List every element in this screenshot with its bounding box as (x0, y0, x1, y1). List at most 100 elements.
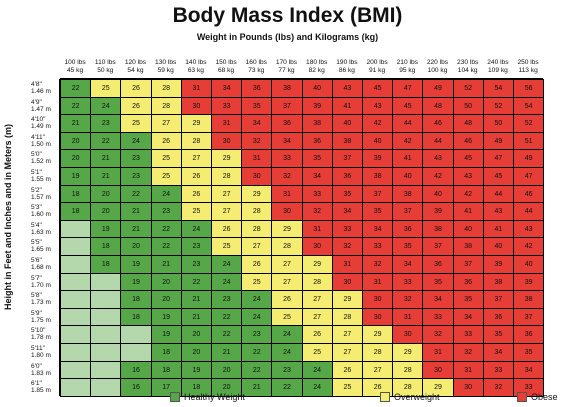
bmi-cell: 32 (271, 167, 303, 186)
bmi-cell: 33 (452, 325, 484, 344)
bmi-cell: 33 (422, 307, 454, 327)
bmi-cell: 38 (422, 219, 454, 239)
row-header-ft: 4'10" (31, 116, 46, 124)
row-header-ft: 4'9" (31, 98, 42, 106)
column-header-lbs: 150 lbs (215, 59, 237, 66)
column-header-lbs: 130 lbs (155, 59, 177, 66)
column-header-kg: 63 kg (187, 67, 204, 74)
bmi-cell (120, 343, 152, 362)
bmi-cell: 23 (120, 167, 152, 186)
row-header-m: 1.55 m (31, 176, 51, 183)
bmi-cell: 40 (482, 237, 514, 256)
column-header-lbs: 230 lbs (457, 59, 479, 66)
bmi-cell: 18 (150, 343, 182, 362)
row-header-ft: 5'11" (31, 345, 45, 352)
bmi-cell: 36 (482, 307, 514, 327)
row-header: 4'9" 1.47 m (28, 96, 60, 115)
column-header-kg: 82 kg (308, 67, 325, 74)
bmi-cell: 21 (180, 290, 212, 309)
bmi-cell: 22 (180, 272, 212, 292)
bmi-cell: 33 (362, 237, 394, 256)
row-header-ft: 5'7" (31, 274, 42, 282)
bmi-cell: 37 (392, 202, 424, 221)
column-header-kg: 113 kg (518, 67, 538, 74)
bmi-cell: 35 (241, 96, 273, 116)
bmi-cell: 28 (241, 202, 273, 221)
bmi-cell: 27 (241, 237, 273, 256)
bmi-cell: 30 (422, 360, 454, 380)
row-header-ft: 5'2" (31, 186, 42, 194)
bmi-cell: 20 (60, 131, 92, 151)
legend-obese: Obese (517, 392, 558, 402)
bmi-cell: 27 (301, 307, 333, 327)
bmi-cell: 31 (392, 307, 424, 327)
bmi-cell: 30 (392, 325, 424, 344)
bmi-cell: 39 (301, 96, 333, 116)
column-header: 170 lbs 77 kg (271, 56, 302, 79)
bmi-cell: 25 (211, 237, 243, 256)
bmi-cell: 36 (331, 167, 363, 186)
column-header-lbs: 220 lbs (426, 59, 449, 66)
bmi-cell: 29 (331, 290, 363, 309)
bmi-cell (60, 219, 92, 239)
bmi-cell: 29 (301, 255, 333, 274)
legend-overweight: Overweight (380, 392, 440, 402)
bmi-cell: 36 (452, 272, 484, 292)
bmi-cell: 38 (392, 184, 424, 204)
bmi-cell: 34 (301, 167, 333, 186)
bmi-cell: 27 (362, 360, 394, 380)
bmi-cell: 41 (482, 219, 514, 239)
bmi-cell: 27 (180, 149, 212, 168)
bmi-cell: 31 (452, 360, 484, 380)
row-header-ft: 5'4" (31, 221, 42, 229)
bmi-cell: 43 (331, 79, 363, 98)
column-header-kg: 59 kg (157, 67, 174, 74)
bmi-cell: 45 (452, 149, 484, 168)
bmi-cell: 35 (422, 272, 454, 292)
bmi-cell: 20 (60, 149, 92, 168)
bmi-cell: 23 (120, 149, 152, 168)
bmi-cell: 35 (392, 237, 424, 256)
bmi-cell: 41 (392, 149, 424, 168)
bmi-cell: 33 (301, 184, 333, 204)
bmi-cell: 42 (392, 131, 424, 151)
bmi-cell: 20 (180, 325, 212, 344)
bmi-cell: 44 (513, 202, 545, 221)
bmi-cell: 18 (60, 202, 92, 221)
column-header: 130 lbs 59 kg (150, 56, 181, 79)
bmi-cell: 19 (120, 255, 152, 274)
column-header: 120 lbs 54 kg (120, 56, 151, 79)
bmi-cell: 38 (452, 237, 484, 256)
bmi-cell (120, 325, 152, 344)
bmi-cell (90, 343, 122, 362)
bmi-cell: 37 (482, 290, 514, 309)
bmi-cell: 24 (180, 219, 212, 239)
bmi-cell: 22 (241, 360, 273, 380)
bmi-cell: 20 (120, 237, 152, 256)
bmi-cell: 40 (422, 184, 454, 204)
bmi-cell: 34 (482, 343, 514, 362)
bmi-cell: 32 (331, 237, 363, 256)
column-header: 230 lbs 104 kg (452, 56, 483, 79)
bmi-cell: 28 (150, 96, 182, 116)
column-header-lbs: 200 lbs (366, 59, 388, 66)
bmi-cell: 43 (452, 167, 484, 186)
row-header-m: 1.85 m (31, 387, 51, 395)
bmi-cell: 26 (241, 255, 273, 274)
bmi-cell: 38 (482, 272, 514, 292)
bmi-cell: 44 (482, 184, 514, 204)
bmi-cell (60, 378, 92, 397)
bmi-cell: 39 (362, 149, 394, 168)
bmi-cell: 28 (241, 219, 273, 239)
bmi-cell (60, 343, 92, 362)
bmi-cell: 16 (120, 360, 152, 380)
legend-label-obese: Obese (531, 392, 558, 402)
bmi-cell: 20 (90, 184, 122, 204)
row-header-ft: 5'3" (31, 204, 42, 212)
bmi-cell (60, 307, 92, 327)
bmi-cell: 52 (513, 114, 545, 133)
bmi-cell: 29 (271, 219, 303, 239)
bmi-cell: 24 (271, 325, 303, 344)
bmi-cell: 32 (301, 202, 333, 221)
bmi-cell: 30 (362, 290, 394, 309)
